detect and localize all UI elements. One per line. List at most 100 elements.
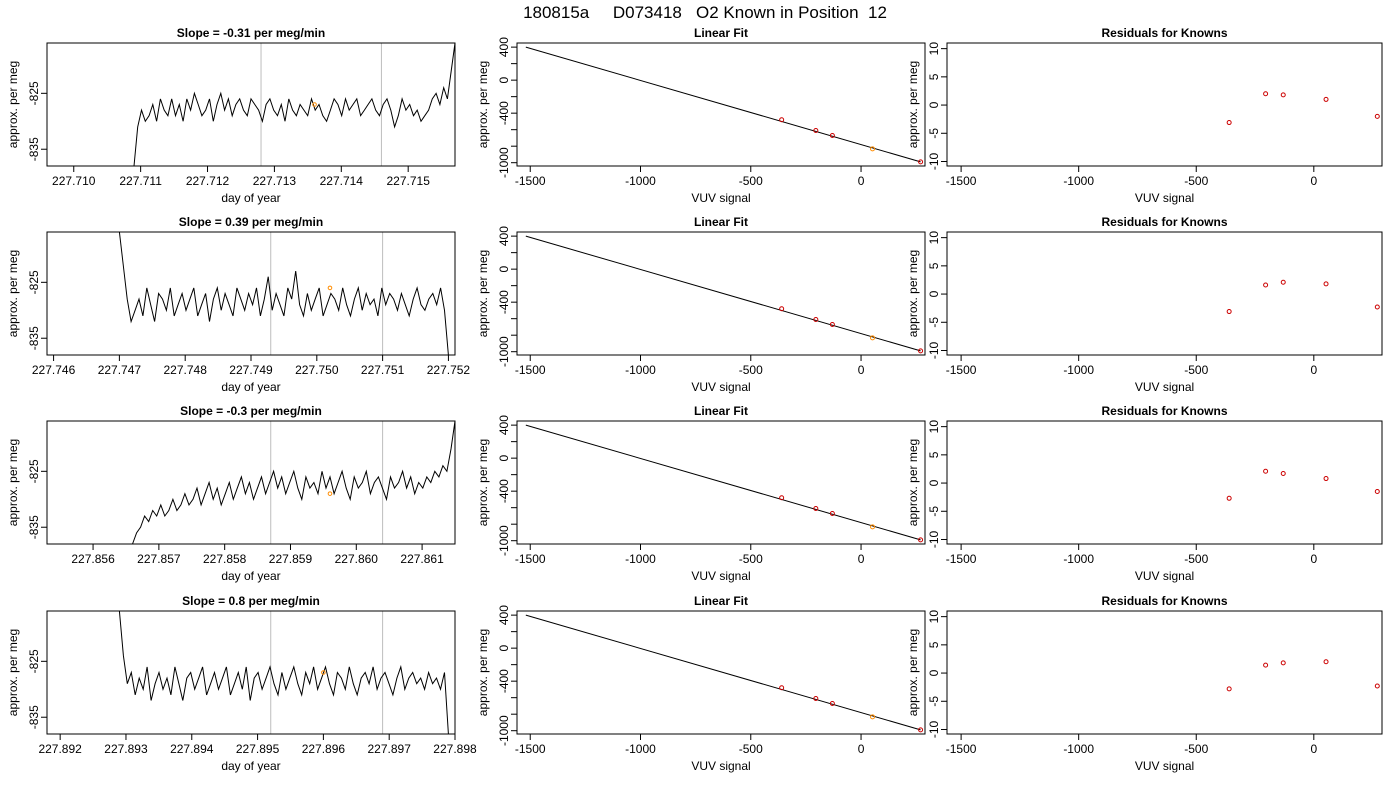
y-tick-label: -835: [27, 705, 41, 729]
y-axis-label: approx. per meg: [476, 629, 490, 716]
panel-r1-c1: Linear Fit -1500 -1000 -500 0 -1000 -400 0 400 VU…: [476, 215, 926, 394]
y-tick-label: -400: [497, 669, 511, 693]
sample-marker: [321, 670, 326, 675]
y-tick-label: -1000: [497, 336, 511, 367]
x-tick-label: -500: [739, 363, 763, 377]
x-tick-label: -500: [1184, 363, 1208, 377]
plot-area: [1226, 659, 1380, 692]
known-point: [1280, 660, 1286, 666]
x-axis-label: VUV signal: [691, 569, 750, 583]
y-tick-label: -400: [497, 101, 511, 125]
known-point: [1374, 113, 1380, 119]
x-tick-label: 0: [1310, 742, 1317, 756]
y-tick-label: -400: [497, 290, 511, 314]
plot-area: [132, 421, 455, 544]
sample-point: [870, 714, 876, 720]
plot-frame: [516, 231, 926, 356]
x-tick-label: -1500: [946, 742, 977, 756]
x-axis-label: VUV signal: [691, 759, 750, 773]
trace-line: [132, 421, 455, 544]
x-tick-label: 227.747: [98, 363, 142, 377]
plot-area: [525, 614, 924, 733]
y-tick-label: -825: [27, 81, 41, 105]
x-tick-label: 227.861: [400, 552, 444, 566]
y-tick-label: -825: [27, 459, 41, 483]
plot-frame: [946, 231, 1383, 356]
x-tick-label: -1000: [625, 552, 656, 566]
y-tick-label: -5: [927, 128, 941, 139]
x-tick-label: -1000: [1063, 363, 1094, 377]
y-axis-label: approx. per meg: [476, 61, 490, 148]
x-tick-label: 0: [1310, 174, 1317, 188]
x-tick-label: -1500: [515, 742, 546, 756]
panel-title: Slope = -0.3 per meg/min: [180, 404, 322, 418]
panel-r0-c2: Residuals for Knowns -1500 -1000 -500 0 -10 -5…: [906, 26, 1383, 205]
known-point: [1323, 476, 1329, 482]
y-tick-label: 0: [497, 265, 511, 272]
panel-title: Linear Fit: [694, 26, 748, 40]
known-point: [829, 700, 835, 706]
y-tick-label: 400: [497, 226, 511, 246]
x-tick-label: 227.748: [163, 363, 207, 377]
plot-frame: [946, 42, 1383, 167]
y-axis-label: approx. per meg: [476, 439, 490, 526]
known-point: [779, 117, 785, 123]
y-axis-label: approx. per meg: [906, 61, 920, 148]
x-axis-label: VUV signal: [691, 191, 750, 205]
y-axis-label: approx. per meg: [906, 439, 920, 526]
fit-line: [525, 614, 921, 731]
x-tick-label: 227.856: [71, 552, 115, 566]
x-tick-label: -500: [739, 174, 763, 188]
x-tick-label: 227.715: [386, 174, 430, 188]
y-tick-label: -1000: [497, 525, 511, 556]
x-tick-label: 227.860: [335, 552, 379, 566]
plot-frame: [946, 420, 1383, 545]
y-tick-label: 0: [927, 479, 941, 486]
panel-r2-c0: Slope = -0.3 per meg/min 227.856 227.857 22…: [6, 404, 456, 583]
y-tick-label: 5: [927, 73, 941, 80]
known-point: [1263, 468, 1269, 474]
panel-r3-c1: Linear Fit -1500 -1000 -500 0 -1000 -400 0 400 VU…: [476, 594, 926, 773]
sample-point: [870, 146, 876, 152]
x-tick-label: 0: [858, 742, 865, 756]
sample-marker: [312, 102, 317, 107]
plot-frame: [516, 610, 926, 735]
y-tick-label: 0: [927, 101, 941, 108]
panel-title: Slope = 0.39 per meg/min: [179, 215, 323, 229]
x-tick-label: -500: [739, 552, 763, 566]
known-point: [918, 159, 924, 165]
known-point: [1263, 662, 1269, 668]
x-tick-label: 227.714: [320, 174, 364, 188]
x-tick-label: -1500: [946, 363, 977, 377]
y-tick-label: -1000: [497, 715, 511, 746]
plot-frame: [946, 610, 1383, 735]
x-tick-label: 227.898: [433, 742, 477, 756]
x-tick-label: 227.892: [38, 742, 82, 756]
y-tick-label: 5: [927, 262, 941, 269]
panel-title: Slope = 0.8 per meg/min: [182, 594, 320, 608]
plot-area: [525, 235, 924, 354]
x-tick-label: 227.749: [229, 363, 273, 377]
plot-area: [1226, 468, 1380, 501]
panel-r3-c2: Residuals for Knowns -1500 -1000 -500 0 -10 -5…: [906, 594, 1383, 773]
plot-area: [118, 611, 449, 734]
x-axis-label: VUV signal: [1135, 191, 1194, 205]
y-tick-label: -835: [27, 137, 41, 161]
x-tick-label: 0: [858, 552, 865, 566]
known-point: [829, 132, 835, 138]
known-point: [1226, 495, 1232, 501]
known-point: [1263, 282, 1269, 288]
x-tick-label: -500: [1184, 174, 1208, 188]
x-tick-label: -1000: [1063, 742, 1094, 756]
plot-frame: [516, 42, 926, 167]
y-tick-label: -825: [27, 270, 41, 294]
x-tick-label: 227.751: [361, 363, 405, 377]
known-point: [1374, 304, 1380, 310]
panel-r0-c0: Slope = -0.31 per meg/min 227.710 227.711 2…: [6, 26, 456, 205]
plot-frame: [516, 420, 926, 545]
panel-r2-c2: Residuals for Knowns -1500 -1000 -500 0 -10 -5…: [906, 404, 1383, 583]
y-axis-label: approx. per meg: [6, 439, 20, 526]
x-tick-label: 227.713: [253, 174, 297, 188]
y-tick-label: 10: [927, 610, 941, 624]
